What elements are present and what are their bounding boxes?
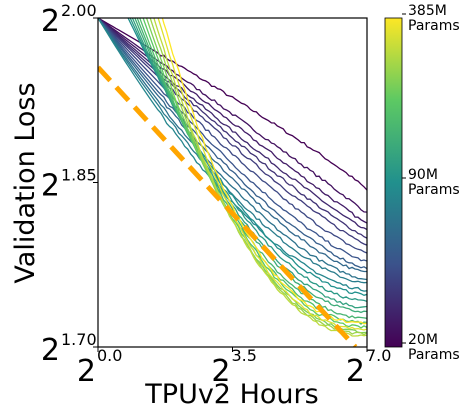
x-tick-label: 2 <box>77 354 96 389</box>
y-axis-ticks: 2 1.702 1.852 2.00 <box>41 1 98 368</box>
loss-curve <box>98 18 367 224</box>
loss-curve <box>127 18 367 296</box>
y-tick-label: 2 <box>41 4 60 39</box>
loss-curve <box>98 18 367 254</box>
colorbar-label-value: 90M <box>408 167 438 183</box>
loss-curve <box>98 18 367 213</box>
y-tick-exponent: 1.70 <box>61 330 97 349</box>
x-tick-label: 2 <box>346 354 365 389</box>
loss-curve <box>98 18 367 246</box>
x-tick-exponent: 3.5 <box>232 346 257 365</box>
colorbar-label-unit: Params <box>408 182 460 198</box>
frontier-layer <box>98 65 358 347</box>
loss-curve <box>134 18 367 314</box>
loss-curve <box>129 18 367 303</box>
y-tick-exponent: 2.00 <box>61 1 97 20</box>
y-axis-label: Validation Loss <box>10 82 41 283</box>
loss-curve <box>153 18 367 337</box>
colorbar-label-unit: Params <box>408 347 460 363</box>
loss-curve <box>98 18 367 273</box>
loss-curve <box>98 18 367 270</box>
compute-frontier-line <box>98 65 358 347</box>
loss-curve <box>98 18 367 262</box>
loss-curve <box>98 18 367 231</box>
colorbar-label-value: 20M <box>408 332 438 348</box>
x-tick-exponent: 0.0 <box>97 346 122 365</box>
loss-curve <box>98 18 367 239</box>
x-tick-exponent: 7.0 <box>366 346 391 365</box>
loss-curve <box>98 18 367 281</box>
y-tick-exponent: 1.85 <box>61 166 97 185</box>
y-tick-label: 2 <box>41 169 60 204</box>
x-axis-ticks: 2 0.0 2 3.5 2 7.0 <box>77 346 392 389</box>
y-tick-label: 2 <box>41 333 60 368</box>
x-axis-label: TPUv2 Hours <box>144 379 318 410</box>
colorbar-label-unit: Params <box>408 18 460 34</box>
colorbar <box>384 17 403 348</box>
colorbar-label-value: 385M <box>408 3 447 19</box>
x-tick-label: 2 <box>211 354 230 389</box>
